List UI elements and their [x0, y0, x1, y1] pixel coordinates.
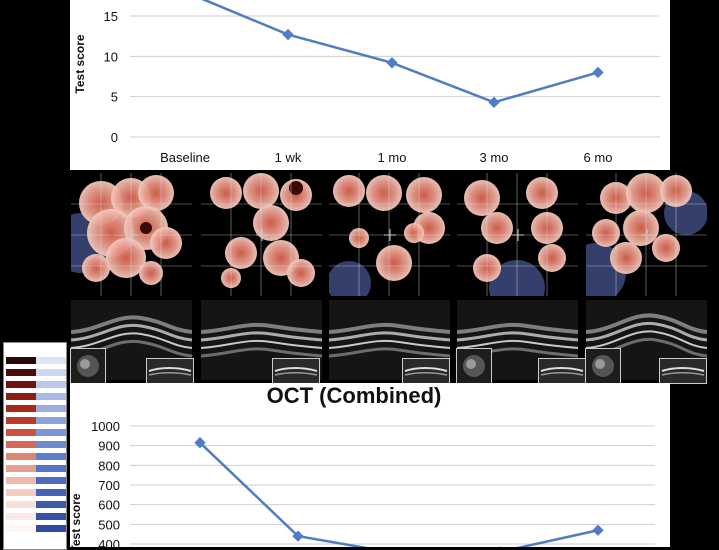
legend-swatch-row [6, 477, 66, 484]
x-tick-label: 1 wk [275, 150, 302, 165]
oct-thumbnail [272, 358, 320, 384]
y-tick-label: 15 [104, 9, 118, 24]
bottom-chart-panel: OCT (Combined) 400 500 600 700 800 900 1000 Test… [70, 383, 670, 547]
oct-scan [201, 300, 322, 380]
legend-swatch-row [6, 405, 66, 412]
microperimetry-map [71, 173, 192, 296]
microperimetry-map [457, 173, 578, 296]
microperimetry-map [586, 173, 707, 296]
data-point-1 [292, 530, 304, 542]
oct-scan [457, 300, 578, 380]
legend-swatch-row [6, 393, 66, 400]
data-point-4 [592, 66, 604, 79]
legend-swatch-row [6, 381, 66, 388]
1wk-image-tile [200, 172, 323, 384]
legend-swatch-row [6, 429, 66, 436]
series-line [199, 441, 599, 547]
y-tick-label: 800 [98, 458, 120, 473]
chart-title: OCT (Combined) [267, 383, 442, 408]
oct-thumbnail [402, 358, 450, 384]
3mo-image-tile [456, 172, 586, 384]
legend-swatch-row [6, 357, 66, 364]
y-axis-label: Test score [70, 493, 83, 547]
oct-thumbnail [146, 358, 194, 384]
legend-swatch-row [6, 441, 66, 448]
data-point-1 [282, 28, 294, 41]
microperimetry-oct-strip [0, 170, 719, 550]
x-tick-label: 3 mo [480, 150, 509, 165]
y-tick-label: 400 [98, 537, 120, 547]
baseline-image-tile [70, 172, 194, 384]
top-line-chart: 0 5 10 15 Test score Baseline 1 wk 1 mo 3 mo 6 mo [73, 0, 660, 165]
y-tick-label: 0 [111, 130, 118, 145]
top-chart-panel: 0 5 10 15 Test score Baseline 1 wk 1 mo 3 mo 6 mo [70, 0, 670, 170]
x-tick-label: Baseline [160, 150, 210, 165]
y-tick-label: 900 [98, 439, 120, 454]
data-point-3 [488, 96, 500, 108]
x-tick-label: 6 mo [584, 150, 613, 165]
data-point-4 [592, 524, 604, 536]
microperimetry-map [201, 173, 322, 296]
fundus-thumbnail [585, 348, 621, 384]
microperimetry-map [329, 173, 450, 296]
y-axis-label: Test score [73, 34, 87, 93]
legend-swatch-row [6, 513, 66, 520]
x-tick-label: 1 mo [378, 150, 407, 165]
y-tick-label: 1000 [91, 419, 120, 434]
fundus-thumbnail [70, 348, 106, 384]
legend-swatch-row [6, 489, 66, 496]
legend-swatch-row [6, 501, 66, 508]
fundus-thumbnail [456, 348, 492, 384]
oct-thumbnail [659, 358, 707, 384]
legend-swatch-row [6, 369, 66, 376]
legend-swatch-row [6, 453, 66, 460]
legend-swatch-row [6, 417, 66, 424]
oct-thumbnail [538, 358, 586, 384]
1mo-image-tile [328, 172, 451, 384]
legend-swatch-row [6, 525, 66, 532]
y-tick-label: 600 [98, 498, 120, 513]
y-tick-label: 10 [104, 49, 118, 64]
y-tick-label: 700 [98, 478, 120, 493]
series-line [201, 0, 599, 104]
legend-swatch-row [6, 465, 66, 472]
6mo-image-tile [585, 172, 708, 384]
color-scale-legend [3, 342, 67, 550]
data-point-2 [386, 57, 398, 69]
y-tick-label: 500 [98, 517, 120, 532]
y-tick-label: 5 [111, 90, 118, 105]
bottom-line-chart: OCT (Combined) 400 500 600 700 800 900 1000 Test… [70, 383, 655, 547]
